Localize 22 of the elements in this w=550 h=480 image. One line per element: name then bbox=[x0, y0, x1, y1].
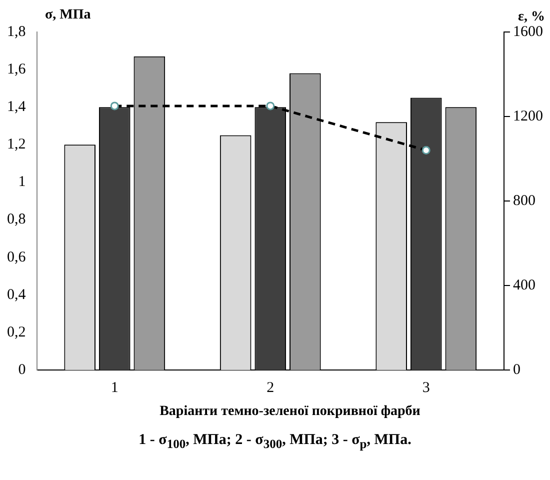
y2-axis-title: ε, % bbox=[518, 10, 545, 25]
x-tick-label: 3 bbox=[422, 380, 430, 396]
y-tick-label: 1 bbox=[18, 174, 26, 190]
y-tick-label: 0 bbox=[18, 362, 26, 378]
y2-tick-label: 1200 bbox=[513, 108, 543, 124]
text: 1 - σ$_{100}$, МПа; 2 - σ$_{300}$, МПа; 3 - σ$_{р}$, МПа. bbox=[138, 432, 412, 452]
y-tick-label: 1,4 bbox=[7, 99, 26, 116]
y-tick-label: 0,6 bbox=[7, 249, 26, 266]
y-tick-label: 1,8 bbox=[7, 24, 26, 40]
x-axis-title: Варіанти темно-зеленої покривної фарби bbox=[158, 404, 422, 420]
y-tick-label: 0,2 bbox=[7, 324, 26, 340]
y-tick-label: 1,2 bbox=[7, 136, 26, 153]
x-tick-label: 2 bbox=[266, 380, 274, 396]
y2-tick-label: 800 bbox=[513, 192, 536, 209]
y-axis-title: σ, МПа bbox=[45, 8, 91, 23]
y2-tick-label: 1600 bbox=[513, 24, 543, 40]
x-tick-label: 1 bbox=[110, 380, 118, 396]
y2-tick-label: 0 bbox=[513, 362, 520, 378]
y-tick-label: 0,4 bbox=[7, 286, 26, 303]
y-tick-label: 0,8 bbox=[7, 212, 26, 228]
y2-tick-label: 400 bbox=[513, 277, 536, 294]
y-tick-label: 1,6 bbox=[7, 61, 26, 78]
